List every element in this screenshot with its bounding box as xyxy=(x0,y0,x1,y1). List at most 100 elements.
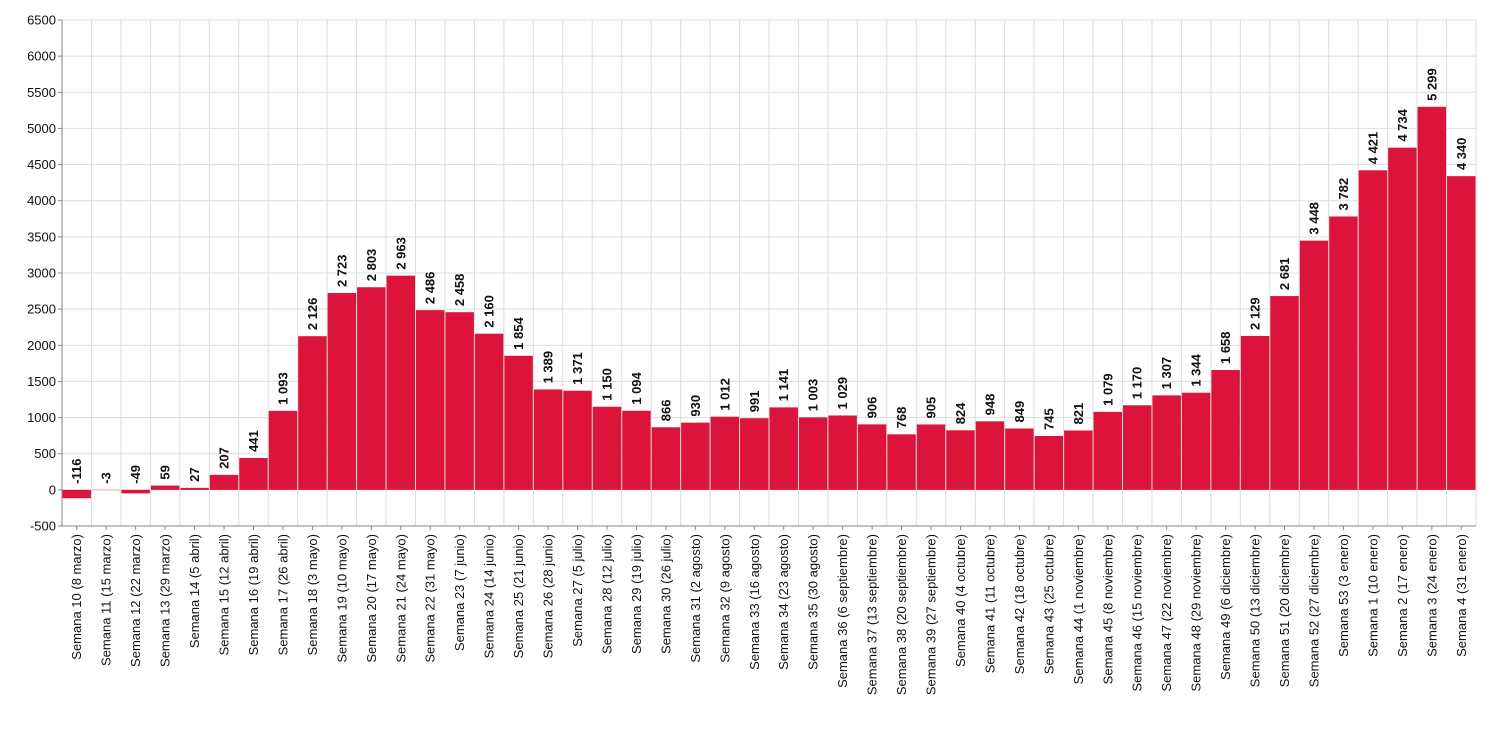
x-tick-label: Semana 41 (11 octubre) xyxy=(982,534,997,673)
x-tick-label: Semana 13 (29 marzo) xyxy=(158,534,173,667)
x-tick-label: Semana 20 (17 mayo) xyxy=(364,534,379,663)
value-label: 1 854 xyxy=(511,317,526,350)
bar xyxy=(563,390,592,490)
x-tick-label: Semana 31 (2 agosto) xyxy=(688,534,703,663)
bar xyxy=(887,434,916,490)
value-label: 2 803 xyxy=(364,249,379,282)
x-tick-label: Semana 35 (30 agosto) xyxy=(806,534,821,670)
bar xyxy=(1152,395,1181,490)
value-label: 4 421 xyxy=(1365,132,1380,165)
y-tick-label: 500 xyxy=(34,446,56,461)
bar xyxy=(357,287,386,490)
bar xyxy=(121,489,150,494)
value-label: 1 150 xyxy=(599,368,614,401)
x-tick-label: Semana 19 (10 mayo) xyxy=(334,534,349,663)
value-label: -116 xyxy=(69,459,84,484)
x-tick-label: Semana 51 (20 diciembre) xyxy=(1277,534,1292,687)
value-label: 4 734 xyxy=(1395,108,1410,141)
bar xyxy=(268,410,298,490)
value-label: 906 xyxy=(865,397,880,419)
value-label: 3 782 xyxy=(1336,178,1351,211)
x-tick-label: Semana 18 (3 mayo) xyxy=(305,534,320,655)
bar xyxy=(798,417,828,490)
y-tick-label: 2500 xyxy=(27,302,56,317)
x-tick-label: Semana 22 (31 mayo) xyxy=(423,534,438,663)
value-label: 2 129 xyxy=(1248,297,1263,330)
x-tick-label: Semana 17 (26 abril) xyxy=(275,534,290,655)
value-label: 2 486 xyxy=(423,272,438,305)
x-tick-label: Semana 52 (27 diciembre) xyxy=(1306,534,1321,687)
bar xyxy=(857,424,887,490)
x-tick-label: Semana 44 (1 noviembre) xyxy=(1071,534,1086,684)
x-tick-label: Semana 39 (27 septiembre) xyxy=(924,534,939,695)
x-tick-label: Semana 2 (17 enero) xyxy=(1395,534,1410,657)
value-label: 2 681 xyxy=(1277,258,1292,291)
value-label: 1 029 xyxy=(835,377,850,410)
value-label: 1 389 xyxy=(541,351,556,384)
bar xyxy=(975,421,1005,490)
value-label: 930 xyxy=(688,395,703,417)
value-label: -3 xyxy=(99,472,114,484)
bar xyxy=(1417,106,1447,490)
bar xyxy=(298,336,327,490)
bar xyxy=(1211,370,1240,490)
value-label: 824 xyxy=(953,402,968,424)
y-tick-label: 4000 xyxy=(27,193,56,208)
bar xyxy=(1240,335,1270,490)
bar xyxy=(1093,411,1122,490)
bar xyxy=(239,457,268,490)
value-label: 991 xyxy=(747,391,762,413)
bar xyxy=(681,422,710,490)
x-tick-label: Semana 12 (22 marzo) xyxy=(128,534,143,667)
bar xyxy=(946,430,975,490)
value-label: 59 xyxy=(158,465,173,479)
bar xyxy=(1447,176,1476,490)
x-tick-label: Semana 33 (16 agosto) xyxy=(747,534,762,670)
y-tick-label: 5000 xyxy=(27,121,56,136)
bar xyxy=(445,312,474,490)
x-tick-label: Semana 1 (10 enero) xyxy=(1365,534,1380,657)
x-tick-label: Semana 25 (21 junio) xyxy=(511,534,526,658)
value-label: 905 xyxy=(924,397,939,419)
y-tick-label: 3500 xyxy=(27,229,56,244)
bar xyxy=(327,293,357,490)
x-tick-label: Semana 40 (4 octubre) xyxy=(953,534,968,667)
x-tick-label: Semana 27 (5 julio) xyxy=(570,534,585,647)
value-label: 2 458 xyxy=(452,274,467,307)
value-label: 27 xyxy=(187,467,202,481)
x-tick-label: Semana 28 (12 julio) xyxy=(599,534,614,654)
x-tick-label: Semana 42 (18 octubre) xyxy=(1012,534,1027,674)
bar xyxy=(416,310,445,490)
x-tick-label: Semana 16 (19 abril) xyxy=(246,534,261,655)
value-label: 3 448 xyxy=(1306,202,1321,235)
x-tick-label: Semana 43 (25 octubre) xyxy=(1041,534,1056,674)
value-label: 1 141 xyxy=(776,369,791,402)
y-tick-label: 1500 xyxy=(27,374,56,389)
bar xyxy=(1064,430,1093,490)
x-tick-label: Semana 11 (15 marzo) xyxy=(99,534,114,666)
y-tick-label: 2000 xyxy=(27,338,56,353)
x-tick-label: Semana 46 (15 noviembre) xyxy=(1130,534,1145,692)
x-tick-label: Semana 53 (3 enero) xyxy=(1336,534,1351,657)
bar xyxy=(150,485,180,490)
value-label: 948 xyxy=(982,394,997,416)
bar xyxy=(62,489,91,499)
value-label: 745 xyxy=(1041,408,1056,430)
bar xyxy=(209,474,239,490)
bar xyxy=(386,275,415,490)
value-label: 1 344 xyxy=(1189,353,1204,386)
bar xyxy=(622,410,651,490)
bar xyxy=(592,406,622,490)
x-tick-label: Semana 37 (13 septiembre) xyxy=(865,534,880,695)
value-label: 4 340 xyxy=(1454,138,1469,171)
x-tick-label: Semana 24 (14 junio) xyxy=(482,534,497,658)
bar xyxy=(474,333,504,490)
value-label: 207 xyxy=(217,447,232,469)
bar xyxy=(1005,428,1034,490)
value-label: 2 723 xyxy=(334,254,349,287)
bar xyxy=(533,389,563,490)
bar xyxy=(769,407,798,490)
value-label: 821 xyxy=(1071,403,1086,425)
x-tick-label: Semana 36 (6 septiembre) xyxy=(835,534,850,688)
x-tick-label: Semana 4 (31 enero) xyxy=(1454,534,1469,657)
